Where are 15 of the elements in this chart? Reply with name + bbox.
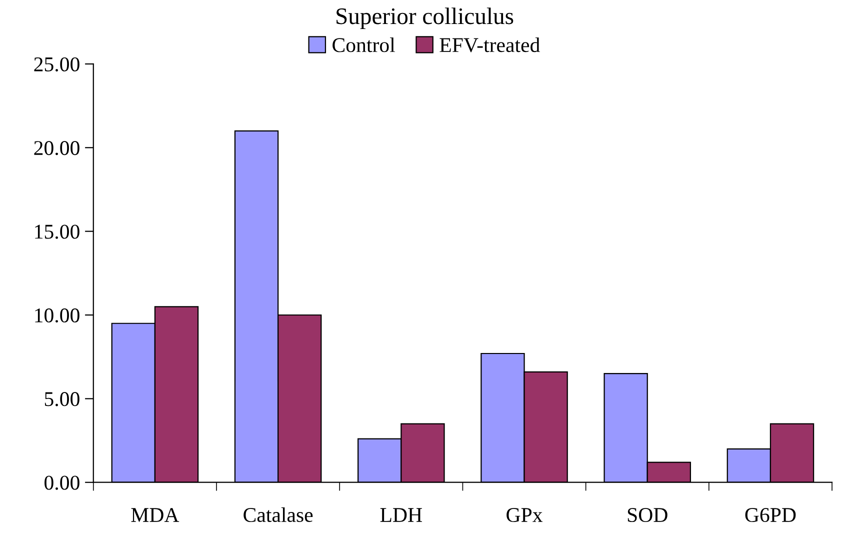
x-tick-label: LDH	[380, 508, 422, 522]
x-tick-label: SOD	[628, 508, 668, 522]
y-tick-label: 0.00	[44, 476, 80, 490]
y-tick-label: 10.00	[35, 308, 80, 323]
x-tick-label: MDA	[131, 508, 180, 522]
x-tick-label: G6PD	[745, 508, 796, 522]
legend-label: EFV-treated	[440, 37, 540, 52]
y-tick-label: 20.00	[34, 141, 80, 156]
y-tick-label: 25.00	[34, 57, 80, 72]
x-tick-label: GPx	[506, 508, 543, 522]
y-tick-label: 15.00	[35, 224, 80, 239]
legend-label: Control	[332, 37, 395, 52]
x-tick-label: Catalase	[244, 507, 313, 522]
chart-title: Superior colliculus	[336, 8, 514, 30]
y-tick-label: 5.00	[44, 392, 80, 406]
